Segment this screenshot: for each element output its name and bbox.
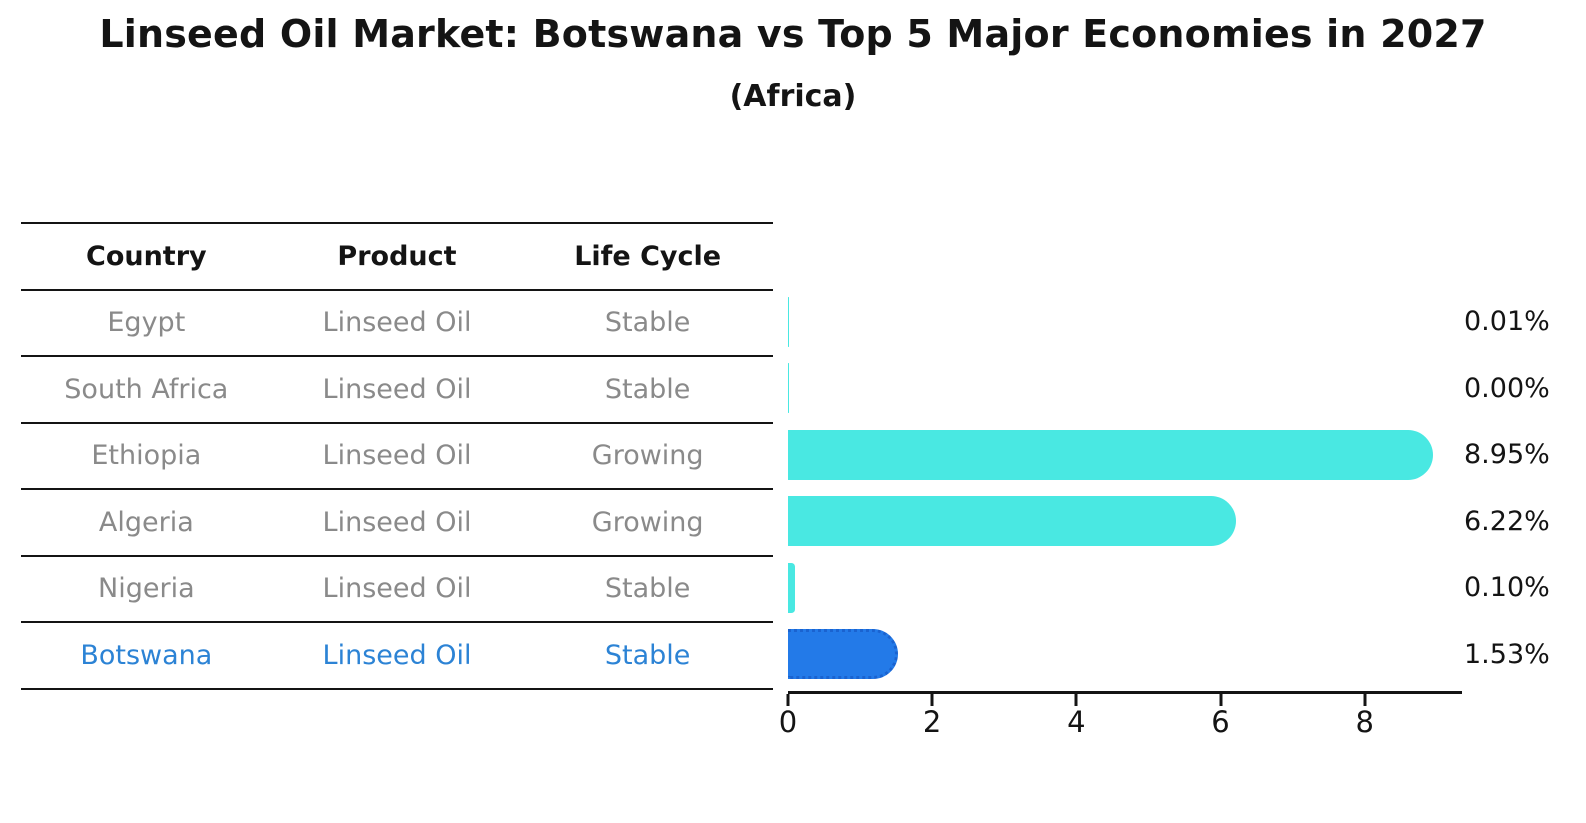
bar-row-nigeria (788, 555, 1462, 622)
lifecycle-cell: Growing (591, 440, 704, 472)
product-cell: Linseed Oil (322, 373, 472, 405)
product-cell: Linseed Oil (322, 506, 472, 538)
x-tick-mark-2 (930, 694, 934, 706)
bar-row-botswana (788, 621, 1462, 688)
bar-egypt (788, 296, 790, 347)
chart-subtitle: (Africa) (729, 79, 857, 114)
bar-botswana (788, 629, 899, 679)
x-tick-label-6: 6 (1211, 705, 1230, 739)
bar-row-south-africa (788, 355, 1462, 422)
country-cell: Botswana (80, 639, 213, 671)
bar-row-ethiopia (788, 422, 1462, 489)
table-header-country: Country (86, 240, 207, 272)
x-tick-mark-4 (1074, 694, 1078, 706)
table-header-product: Product (337, 240, 457, 272)
lifecycle-cell: Stable (604, 573, 691, 605)
lifecycle-cell: Growing (591, 506, 704, 538)
x-tick-label-8: 8 (1355, 705, 1374, 739)
x-tick-mark-0 (786, 694, 790, 706)
table-row-nigeria: Nigeria Linseed Oil Stable (21, 554, 773, 622)
lifecycle-cell: Stable (604, 307, 691, 339)
table-row-south-africa: South Africa Linseed Oil Stable (21, 355, 773, 422)
country-cell: South Africa (64, 373, 229, 405)
product-cell: Linseed Oil (322, 440, 472, 472)
product-cell: Linseed Oil (322, 307, 472, 339)
product-cell: Linseed Oil (322, 573, 472, 605)
chart-title: Linseed Oil Market: Botswana vs Top 5 Ma… (99, 12, 1487, 56)
value-label-egypt: 0.01% (1464, 306, 1550, 338)
value-label-south-africa: 0.00% (1464, 372, 1550, 404)
x-tick-label-0: 0 (778, 705, 798, 739)
table-body: Egypt Linseed Oil Stable South Africa Linsee… (21, 288, 773, 688)
x-axis-line (788, 691, 1462, 694)
bar-row-algeria (788, 488, 1462, 555)
country-cell: Egypt (107, 307, 186, 339)
bar-row-egypt (788, 289, 1462, 356)
bar-ethiopia (788, 429, 1434, 480)
value-label-algeria: 6.22% (1464, 505, 1550, 537)
bar-south-africa (788, 363, 790, 413)
table-row-botswana: Botswana Linseed Oil Stable (21, 621, 773, 688)
lifecycle-cell: Stable (604, 639, 691, 671)
value-label-nigeria: 0.10% (1464, 572, 1550, 604)
country-cell: Ethiopia (91, 440, 202, 472)
country-cell: Nigeria (98, 573, 195, 605)
table-row-egypt: Egypt Linseed Oil Stable (21, 288, 773, 356)
comparison-table: Country Product Life Cycle Egypt Linseed … (21, 222, 773, 690)
table-row-ethiopia: Ethiopia Linseed Oil Growing (21, 421, 773, 489)
x-tick-label-4: 4 (1067, 705, 1086, 739)
value-label-ethiopia: 8.95% (1464, 439, 1550, 471)
product-cell: Linseed Oil (322, 639, 472, 671)
bar-algeria (788, 496, 1237, 546)
table-header-lifecycle: Life Cycle (574, 240, 722, 272)
x-tick-label-2: 2 (922, 705, 942, 739)
table-row-algeria: Algeria Linseed Oil Growing (21, 488, 773, 555)
x-tick-mark-6 (1219, 694, 1222, 706)
x-tick-mark-8 (1363, 694, 1367, 706)
value-label-botswana: 1.53% (1464, 638, 1550, 670)
lifecycle-cell: Stable (604, 373, 691, 405)
table-header-row: Country Product Life Cycle (21, 222, 773, 289)
country-cell: Algeria (98, 506, 194, 538)
bar-nigeria (788, 562, 796, 613)
